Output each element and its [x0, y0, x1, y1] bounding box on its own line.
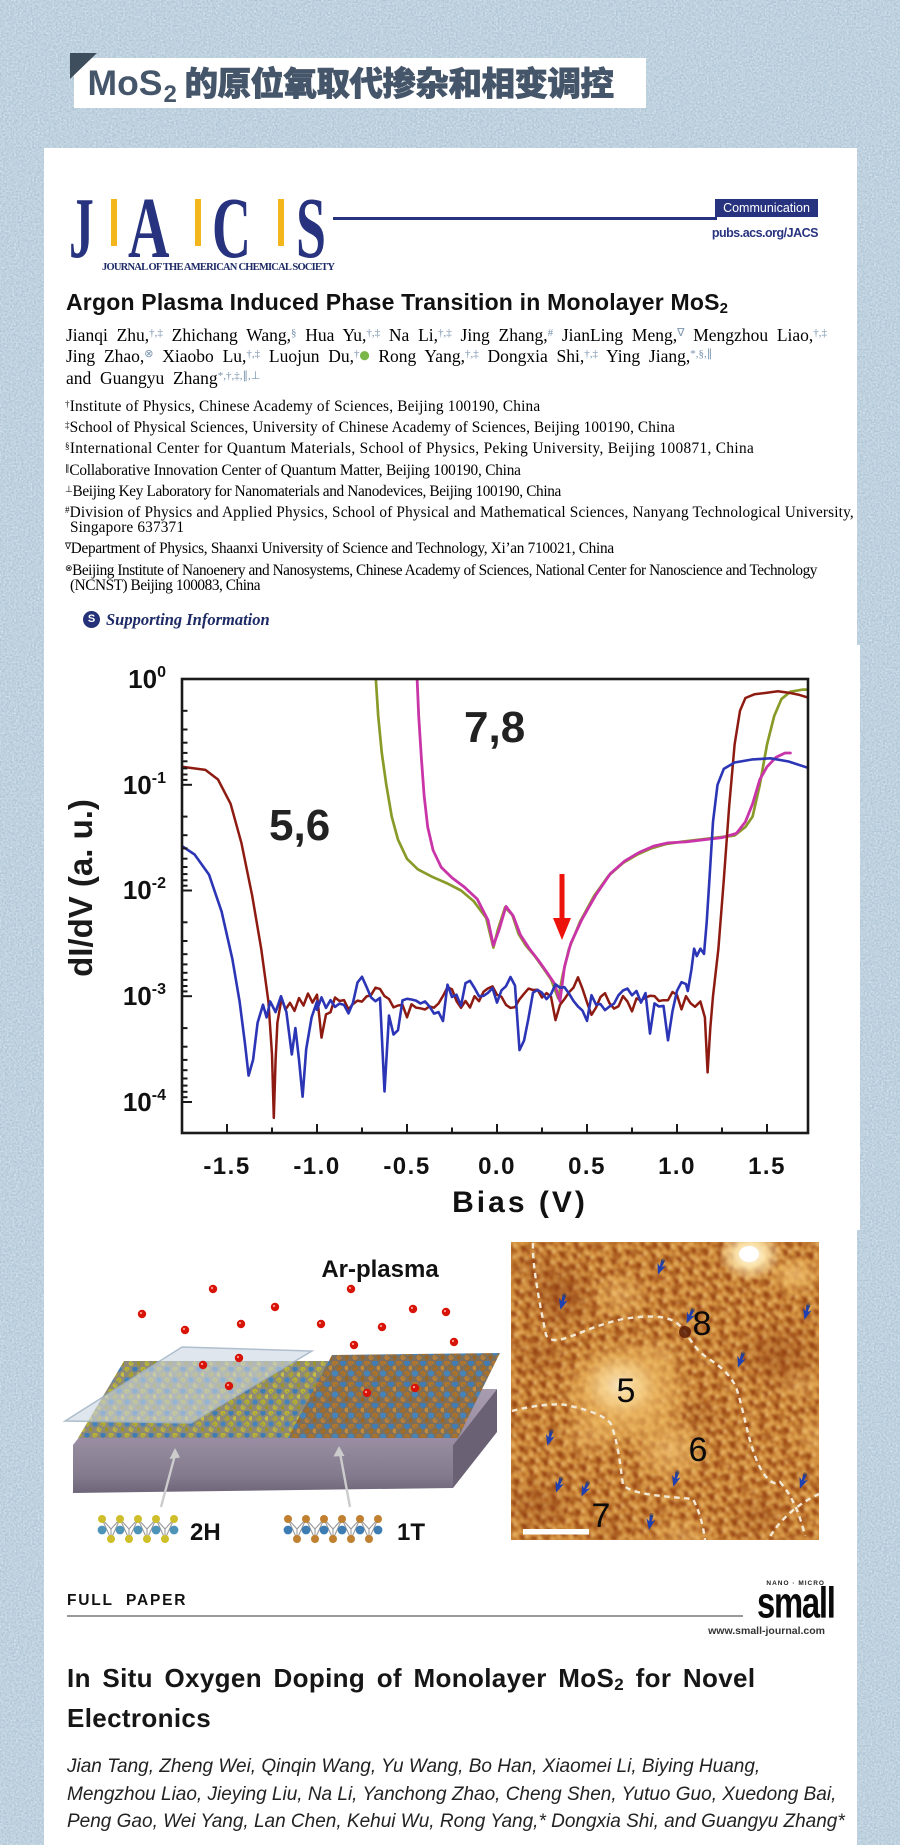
svg-text:1.0: 1.0	[658, 1153, 696, 1180]
svg-text:1.5: 1.5	[748, 1153, 786, 1180]
svg-text:JOURNAL OF THE AMERICAN CHEMIC: JOURNAL OF THE AMERICAN CHEMICAL SOCIETY	[102, 262, 335, 273]
svg-text:1T: 1T	[397, 1519, 425, 1546]
svg-text:5,6: 5,6	[269, 801, 330, 850]
svg-text:6: 6	[689, 1431, 708, 1469]
svg-text:S: S	[296, 180, 326, 276]
svg-text:J: J	[69, 181, 94, 277]
svg-text:8: 8	[693, 1305, 712, 1343]
svg-text:-1.5: -1.5	[203, 1153, 250, 1180]
svg-text:0.0: 0.0	[478, 1153, 516, 1180]
svg-text:-0.5: -0.5	[383, 1153, 430, 1180]
svg-text:2: 2	[164, 81, 177, 106]
svg-text:2H: 2H	[190, 1519, 221, 1546]
svg-text:A: A	[128, 180, 169, 276]
svg-text:5: 5	[617, 1372, 636, 1410]
svg-text:Bias (V): Bias (V)	[452, 1186, 588, 1219]
svg-text:MoS: MoS	[88, 63, 163, 103]
svg-text:0.5: 0.5	[568, 1153, 606, 1180]
svg-text:-1.0: -1.0	[293, 1153, 340, 1180]
svg-text:dI/dV (a. u.): dI/dV (a. u.)	[62, 799, 99, 977]
svg-text:C: C	[212, 180, 251, 276]
svg-text:Ar-plasma: Ar-plasma	[321, 1256, 439, 1283]
svg-text:7,8: 7,8	[464, 703, 525, 752]
svg-text:7: 7	[592, 1497, 611, 1535]
